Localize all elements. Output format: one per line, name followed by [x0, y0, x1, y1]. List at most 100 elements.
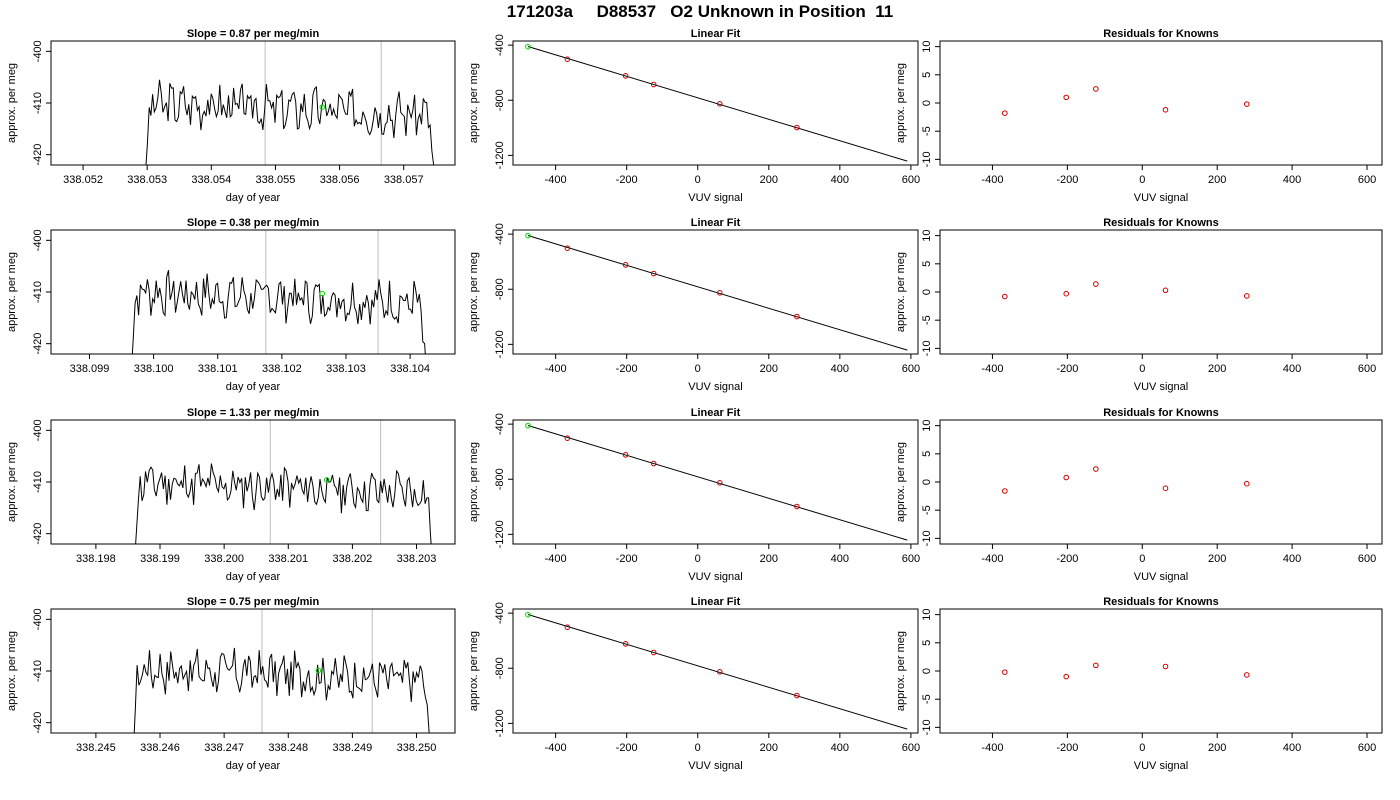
x-tick-label: 338.056: [320, 174, 360, 186]
y-tick-label: 0: [921, 479, 933, 485]
panel-ts-1: Slope = 0.87 per meg/min day of year appro…: [6, 28, 456, 204]
x-tick-label: 338.201: [268, 553, 308, 565]
x-axis-label: VUV signal: [688, 571, 742, 583]
x-tick-label: 0: [1139, 363, 1145, 375]
residual-point: [1063, 474, 1070, 481]
y-axis-label: approx. per meg: [6, 63, 18, 143]
panel-ts-4: Slope = 0.75 per meg/min day of year appro…: [6, 596, 456, 772]
y-tick-label: 5: [921, 72, 933, 78]
y-axis-label: approx. per meg: [468, 252, 480, 332]
plot-frame: [512, 229, 919, 355]
x-tick-label: 200: [760, 174, 778, 186]
x-tick-label: 338.054: [191, 174, 231, 186]
y-tick-label: -400: [494, 413, 506, 435]
y-tick-label: 10: [921, 609, 933, 621]
y-tick-label: -800: [494, 278, 506, 300]
x-tick-label: 400: [831, 742, 849, 754]
known-standard-point: [564, 435, 571, 441]
y-tick-label: -410: [32, 471, 44, 493]
unknown-sample-point: [319, 290, 326, 297]
plot-title: Linear Fit: [691, 28, 741, 40]
unknown-sample-point: [525, 611, 531, 618]
y-tick-label: -10: [921, 340, 933, 356]
x-axis-label: day of year: [226, 381, 281, 393]
x-tick-label: -400: [981, 553, 1003, 565]
y-tick-label: 0: [921, 289, 933, 295]
residual-point: [1162, 287, 1169, 294]
known-standard-point: [650, 649, 657, 656]
panel-res-4: Residuals for Knowns VUV signal approx. pe…: [895, 596, 1383, 772]
residual-point: [1162, 485, 1169, 492]
residual-point: [1002, 110, 1008, 116]
series-group: [131, 230, 426, 354]
x-tick-label: 338.249: [333, 742, 373, 754]
plot-frame: [50, 229, 456, 355]
x-tick-label: -400: [545, 742, 567, 754]
y-tick-label: -1200: [494, 709, 506, 737]
y-tick-label: -5: [921, 694, 933, 704]
x-tick-label: 338.057: [384, 174, 424, 186]
known-standard-point: [650, 81, 657, 88]
plot-title: Slope = 0.87 per meg/min: [187, 28, 320, 40]
series-group: [145, 41, 435, 165]
y-axis-label: approx. per meg: [468, 442, 480, 522]
x-tick-label: 400: [1283, 174, 1301, 186]
y-tick-label: 10: [921, 41, 933, 53]
known-standard-point: [794, 313, 800, 320]
x-tick-label: -400: [545, 363, 567, 375]
y-axis-label: approx. per meg: [468, 631, 480, 711]
y-tick-label: -800: [494, 657, 506, 679]
residual-point: [1002, 293, 1008, 300]
known-standard-point: [650, 270, 657, 277]
known-standard-point: [716, 480, 723, 486]
y-axis-label: approx. per meg: [6, 252, 18, 332]
x-tick-label: 600: [902, 553, 920, 565]
signal-trace: [145, 79, 435, 165]
x-tick-label: -200: [1056, 742, 1078, 754]
plot-frame: [50, 40, 456, 166]
known-standard-point: [564, 245, 571, 251]
residual-point: [1093, 662, 1099, 669]
plot-frame: [50, 419, 456, 545]
series-group: [133, 609, 430, 733]
y-tick-label: -420: [32, 712, 44, 734]
x-tick-label: 338.053: [127, 174, 167, 186]
plot-title: Residuals for Knowns: [1103, 596, 1219, 608]
x-axis-label: VUV signal: [688, 760, 742, 772]
known-standard-point: [716, 669, 723, 675]
known-standard-point: [716, 101, 723, 107]
y-tick-label: 0: [921, 668, 933, 674]
y-axis-label: approx. per meg: [895, 631, 907, 711]
panel-fit-2: Linear Fit VUV signal approx. per meg -400 -…: [468, 217, 920, 393]
y-tick-label: -1200: [494, 330, 506, 358]
x-tick-label: 400: [831, 363, 849, 375]
y-tick-label: -1200: [494, 520, 506, 548]
residual-point: [1063, 94, 1070, 101]
plot-frame: [939, 419, 1383, 545]
y-tick-label: -400: [32, 40, 44, 62]
known-standard-point: [622, 262, 629, 268]
x-tick-label: 338.102: [262, 363, 302, 375]
panel-fit-3: Linear Fit VUV signal approx. per meg -400 -…: [468, 407, 920, 583]
y-tick-label: -400: [32, 229, 44, 251]
residual-point: [1002, 669, 1008, 675]
signal-trace: [135, 463, 432, 544]
y-tick-label: 5: [921, 261, 933, 267]
x-tick-label: 338.198: [76, 553, 116, 565]
x-tick-label: 600: [1358, 174, 1376, 186]
x-tick-label: 200: [1208, 553, 1226, 565]
y-tick-label: -5: [921, 505, 933, 515]
panel-fit-1: Linear Fit VUV signal approx. per meg -400 -…: [468, 28, 920, 204]
panel-res-1: Residuals for Knowns VUV signal approx. pe…: [895, 28, 1383, 204]
known-standard-point: [794, 692, 800, 699]
x-tick-label: -400: [545, 174, 567, 186]
y-tick-label: -410: [32, 92, 44, 114]
plot-frame: [512, 608, 919, 734]
x-tick-label: 0: [1139, 174, 1145, 186]
residual-point: [1063, 290, 1070, 297]
known-standard-point: [622, 73, 629, 79]
y-tick-label: 10: [921, 230, 933, 242]
residual-point: [1162, 663, 1169, 670]
y-tick-label: -800: [494, 89, 506, 111]
residual-point: [1093, 86, 1099, 92]
